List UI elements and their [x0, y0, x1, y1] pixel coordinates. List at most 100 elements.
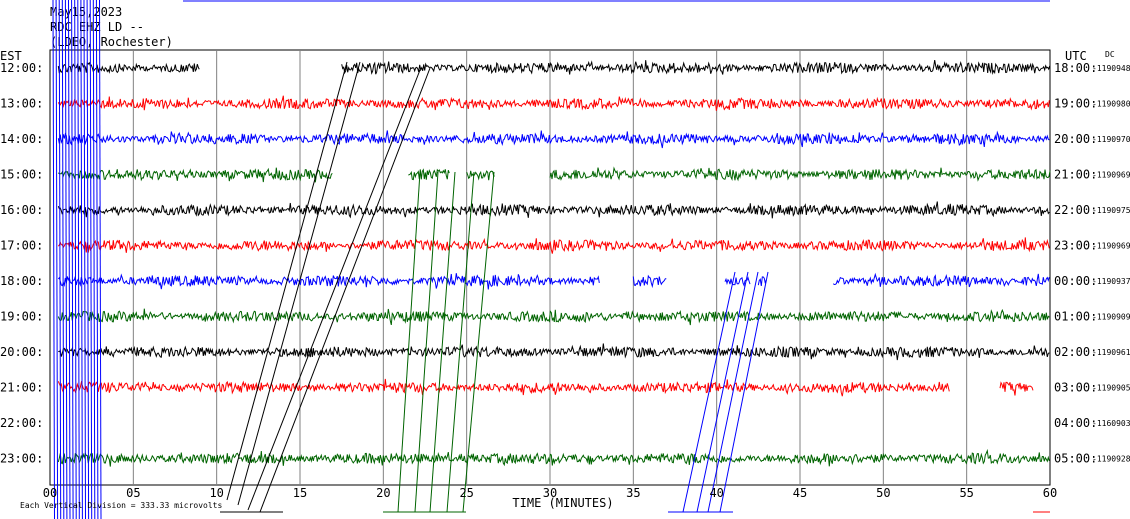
utc-row-label: 22:00: — [1054, 203, 1097, 217]
trace-segment — [57, 378, 950, 397]
overlay-line — [86, 0, 90, 519]
overlay-line — [682, 271, 736, 513]
overlay-line — [64, 0, 68, 519]
est-row-label: 21:00: — [0, 381, 43, 395]
overlay-line — [414, 171, 439, 513]
dc-row-label: -1190975 — [1092, 206, 1130, 215]
dc-row-label: -1190909 — [1092, 313, 1130, 322]
overlay-line — [83, 0, 86, 519]
x-tick-label: 30 — [543, 486, 557, 500]
trace-segment — [57, 273, 600, 290]
trace-segment — [757, 276, 767, 286]
overlay-line — [89, 0, 93, 519]
trace-segment — [632, 274, 667, 289]
est-row-label: 16:00: — [0, 203, 43, 217]
x-tick-label: 60 — [1043, 486, 1057, 500]
dc-row-label: -1190969 — [1092, 242, 1130, 251]
overlay-line — [237, 61, 361, 506]
trace-segment — [58, 343, 1050, 361]
overlay-line — [68, 0, 71, 519]
utc-row-label: 02:00: — [1054, 345, 1097, 359]
overlay-line — [58, 0, 62, 519]
overlay-line — [52, 0, 55, 519]
overlay-line — [446, 171, 475, 513]
dc-axis-title: DC — [1105, 50, 1115, 59]
dc-row-label: -1190905 — [1092, 384, 1130, 393]
overlay-line — [80, 0, 83, 519]
utc-row-label: 18:00: — [1054, 61, 1097, 75]
x-tick-label: 00 — [43, 486, 57, 500]
trace-segment — [999, 381, 1034, 396]
dc-row-label: -1190970 — [1092, 135, 1130, 144]
x-tick-label: 50 — [876, 486, 890, 500]
trace-segment — [57, 201, 1050, 219]
overlay-line — [55, 0, 59, 519]
utc-row-label: 23:00: — [1054, 239, 1097, 253]
dc-row-label: -1190948 — [1092, 64, 1130, 73]
utc-row-label: 20:00: — [1054, 132, 1097, 146]
x-tick-label: 20 — [376, 486, 390, 500]
est-row-label: 14:00: — [0, 132, 43, 146]
x-tick-label: 35 — [626, 486, 640, 500]
est-row-label: 15:00: — [0, 168, 43, 182]
est-row-label: 19:00: — [0, 310, 43, 324]
overlay-line — [226, 61, 348, 501]
x-tick-label: 45 — [793, 486, 807, 500]
dc-row-label: -1190969 — [1092, 171, 1130, 180]
est-row-label: 18:00: — [0, 274, 43, 288]
utc-row-label: 19:00: — [1054, 97, 1097, 111]
x-tick-label: 55 — [959, 486, 973, 500]
overlay-line — [719, 271, 769, 513]
utc-row-label: 04:00: — [1054, 416, 1097, 430]
overlay-line — [99, 0, 102, 519]
x-tick-label: 10 — [209, 486, 223, 500]
overlay-line — [77, 0, 80, 519]
trace-segment — [57, 448, 1050, 467]
utc-row-label: 00:00: — [1054, 274, 1097, 288]
est-row-label: 17:00: — [0, 239, 43, 253]
overlay-line — [707, 271, 759, 513]
overlay-line — [95, 0, 99, 519]
trace-segment — [57, 95, 1050, 111]
overlay-line — [462, 171, 495, 513]
x-tick-label: 25 — [459, 486, 473, 500]
dc-row-label: -1160903 — [1092, 419, 1130, 428]
overlay-line — [92, 0, 96, 519]
utc-row-label: 05:00: — [1054, 452, 1097, 466]
overlay-line — [696, 271, 749, 513]
x-tick-label: 40 — [709, 486, 723, 500]
trace-segment — [466, 170, 495, 181]
utc-row-label: 01:00: — [1054, 310, 1097, 324]
trace-segment — [57, 237, 1050, 254]
overlay-line — [259, 67, 431, 513]
est-row-label: 12:00: — [0, 61, 43, 75]
overlay-line — [61, 0, 65, 519]
trace-segment — [57, 308, 1050, 326]
utc-axis-title: UTC — [1065, 49, 1087, 63]
utc-row-label: 03:00: — [1054, 381, 1097, 395]
dc-row-label: -1190961 — [1092, 348, 1130, 357]
est-row-label: 20:00: — [0, 345, 43, 359]
header-date: May15,2023 — [50, 5, 122, 19]
x-tick-label: 05 — [126, 486, 140, 500]
trace-segment — [57, 167, 333, 183]
trace-segment — [549, 166, 1051, 182]
trace-segment — [408, 168, 450, 181]
overlay-line — [71, 0, 74, 519]
dc-row-label: -1190928 — [1092, 455, 1130, 464]
est-row-label: 22:00: — [0, 416, 43, 430]
dc-row-label: -1190980 — [1092, 100, 1130, 109]
trace-segment — [341, 60, 1051, 75]
est-row-label: 23:00: — [0, 452, 43, 466]
overlay-line — [429, 171, 456, 513]
trace-segment — [57, 130, 1050, 149]
overlay-line — [397, 171, 421, 513]
footer-scale-text: Each Vertical Division = 333.33 microvol… — [20, 501, 222, 510]
overlay-line — [74, 0, 77, 519]
trace-segment — [832, 272, 1050, 288]
overlay-line — [247, 69, 421, 511]
est-row-label: 13:00: — [0, 97, 43, 111]
utc-row-label: 21:00: — [1054, 168, 1097, 182]
x-axis-title: TIME (MINUTES) — [512, 496, 613, 510]
trace-segment — [57, 61, 200, 74]
